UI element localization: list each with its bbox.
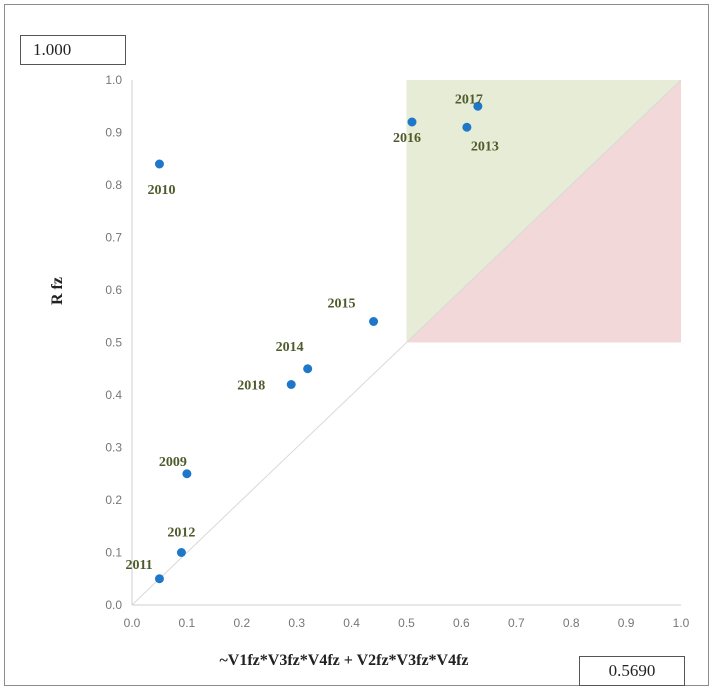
- diagonal-line: [131, 79, 682, 606]
- data-point-2013: [462, 122, 472, 132]
- y-tick-label: 0.1: [105, 546, 122, 560]
- consistency-value: 1.000: [33, 40, 72, 59]
- point-label-2013: 2013: [471, 139, 499, 154]
- data-point-2015: [369, 317, 379, 326]
- x-tick-label: 0.1: [179, 616, 196, 630]
- x-tick-label: 0.6: [453, 616, 470, 630]
- data-point-2016: [407, 117, 417, 127]
- point-label-2016: 2016: [393, 131, 421, 146]
- x-tick-label: 0.7: [508, 616, 525, 630]
- x-tick-labels: 0.0 0.1 0.2 0.3 0.4 0.5 0.6 0.7 0.8 0.9 1.0: [124, 616, 690, 630]
- y-tick-label: 0.5: [105, 336, 122, 350]
- y-tick-label: 0.9: [105, 126, 122, 140]
- x-tick-label: 0.3: [288, 616, 305, 630]
- x-tick-label: 0.2: [233, 616, 250, 630]
- point-label-2015: 2015: [328, 297, 356, 312]
- data-point-2014: [303, 364, 313, 374]
- point-label-2012: 2012: [167, 526, 195, 541]
- consistency-value-box: 1.000: [20, 35, 126, 65]
- y-tick-label: 0.4: [105, 388, 122, 402]
- x-tick-label: 0.8: [563, 616, 580, 630]
- data-point-2017: [473, 101, 483, 111]
- point-label-2009: 2009: [159, 455, 187, 470]
- x-tick-label: 1.0: [673, 616, 690, 630]
- y-tick-label: 0.2: [105, 493, 122, 507]
- x-axis-title: ~V1fz*V3fz*V4fz + V2fz*V3fz*V4fz: [219, 652, 468, 669]
- point-label-2014: 2014: [276, 340, 304, 355]
- coverage-value: 0.5690: [608, 661, 656, 680]
- y-tick-labels: 0.0 0.1 0.2 0.3 0.4 0.5 0.6 0.7 0.8 0.9 1.0: [105, 73, 122, 612]
- y-tick-label: 1.0: [105, 73, 122, 87]
- y-tick-label: 0.8: [105, 178, 122, 192]
- x-tick-label: 0.4: [343, 616, 360, 630]
- point-label-2018: 2018: [237, 379, 265, 394]
- y-axis-title: R fz: [49, 277, 66, 305]
- x-tick-label: 0.5: [398, 616, 415, 630]
- point-label-2017: 2017: [455, 92, 483, 107]
- point-label-2010: 2010: [147, 183, 175, 198]
- points-layer: [154, 101, 483, 584]
- y-tick-label: 0.3: [105, 441, 122, 455]
- y-tick-label: 0.0: [105, 598, 122, 612]
- data-point-2010: [154, 159, 164, 169]
- data-point-2012: [176, 548, 186, 557]
- point-label-2011: 2011: [125, 558, 152, 573]
- data-point-2011: [154, 574, 164, 584]
- coverage-value-box: 0.5690: [579, 656, 685, 686]
- x-tick-label: 0.9: [618, 616, 635, 630]
- data-point-2009: [182, 469, 192, 479]
- axes-layer: [131, 80, 681, 606]
- data-point-2018: [286, 380, 296, 389]
- point-labels-layer: 2009 2010 2011 2012 2013 2014 2015 2016 2017 2018: [125, 92, 498, 573]
- y-tick-label: 0.6: [105, 283, 122, 297]
- y-tick-label: 0.7: [105, 231, 122, 245]
- x-tick-label: 0.0: [124, 616, 141, 630]
